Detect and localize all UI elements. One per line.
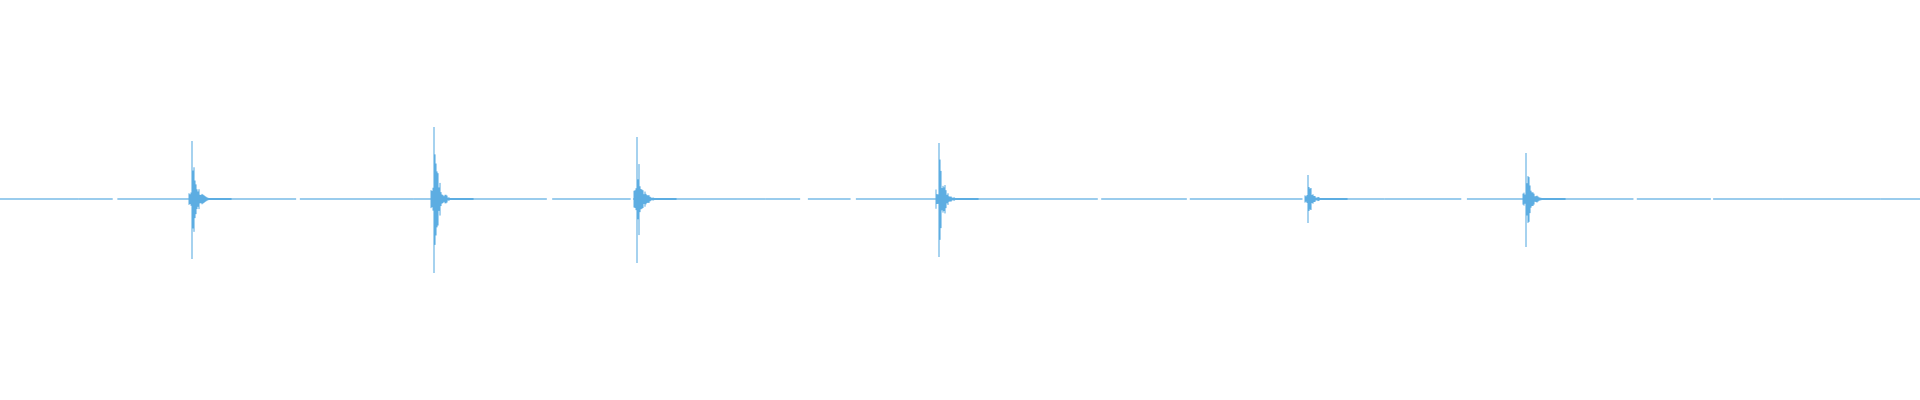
waveform-transient — [188, 141, 232, 259]
waveform-transient — [1304, 175, 1348, 223]
waveform-transient — [430, 127, 474, 273]
waveform-transient — [1522, 153, 1566, 247]
waveform-transient — [935, 143, 979, 257]
waveform-transients — [188, 127, 1566, 273]
waveform-transient — [633, 137, 677, 263]
